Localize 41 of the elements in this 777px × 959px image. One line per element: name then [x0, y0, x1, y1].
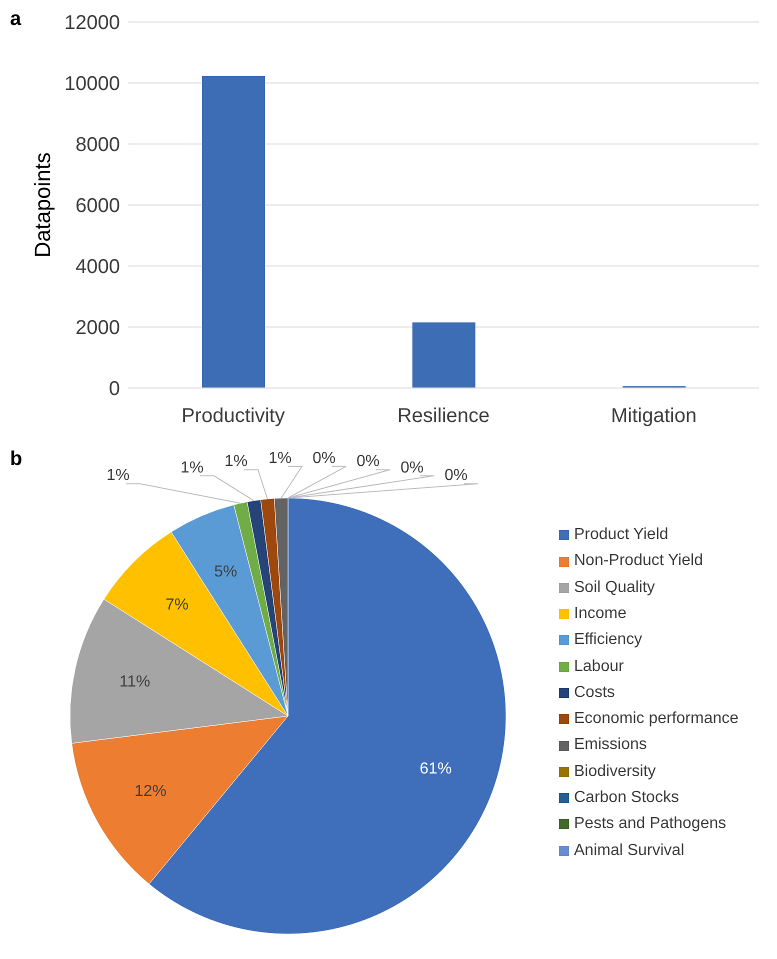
x-tick-label: Resilience	[397, 405, 490, 428]
data-label: 7%	[165, 596, 189, 614]
y-tick-label: 4000	[76, 256, 120, 278]
legend-label: Income	[574, 604, 626, 624]
y-tick-label: 12000	[64, 12, 120, 34]
text: 0%	[312, 450, 336, 467]
y-tick-label: 10000	[64, 73, 120, 96]
data-label: 11%	[119, 673, 150, 690]
data-label: 5%	[214, 563, 238, 580]
text: 0%	[400, 459, 424, 476]
y-tick-label: 6000	[76, 195, 120, 218]
legend-label: Labour	[574, 656, 624, 677]
legend-label: Non-Product Yield	[574, 551, 703, 572]
legend-label: Efficiency	[574, 630, 642, 650]
text: 0%	[356, 453, 380, 470]
bar	[202, 76, 265, 388]
legend-label: Biodiversity	[574, 762, 656, 782]
y-tick-label: 2000	[76, 317, 120, 340]
data-label: 61%	[420, 760, 452, 778]
legend-label: Carbon Stocks	[574, 788, 679, 808]
chart-title: a	[10, 8, 22, 31]
legend-label: Costs	[574, 682, 615, 703]
text: 0%	[444, 467, 468, 484]
data-label: 1%	[224, 453, 248, 470]
bar	[412, 322, 476, 388]
legend-label: Pests and Pathogens	[574, 814, 726, 834]
legend-label: Economic performance	[574, 709, 739, 730]
legend-label: Product Yield	[574, 525, 668, 546]
data-label: 1%	[268, 450, 292, 467]
x-tick-label: Mitigation	[611, 405, 697, 428]
data-label: 1%	[180, 459, 204, 476]
y-axis-title: Datapoints	[30, 152, 55, 258]
legend-label: Soil Quality	[574, 578, 655, 598]
x-tick-label: Productivity	[181, 405, 285, 428]
data-label: 1%	[106, 467, 130, 484]
data-label: 12%	[134, 783, 166, 800]
legend-label: Animal Survival	[574, 840, 684, 861]
legend-label: Emissions	[574, 735, 647, 756]
chart-title: b	[10, 448, 22, 471]
y-tick-label: 0	[108, 378, 120, 400]
y-tick-label: 8000	[76, 134, 120, 156]
